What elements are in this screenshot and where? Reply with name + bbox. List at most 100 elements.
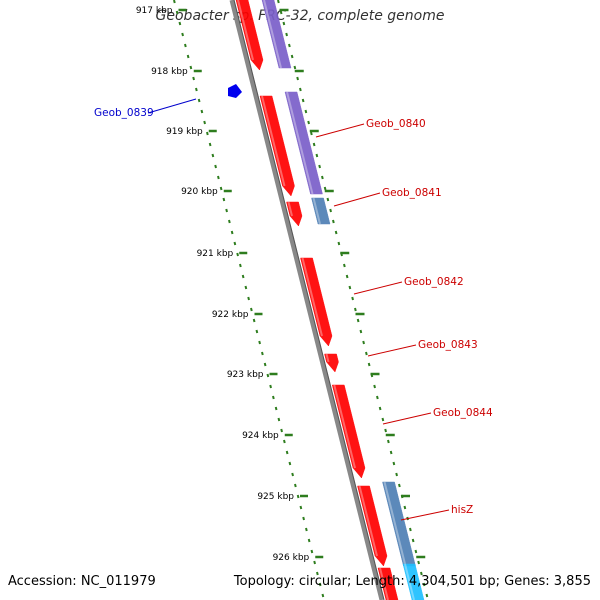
cds-feature bbox=[357, 485, 388, 567]
inner-tick-rail bbox=[181, 32, 184, 37]
inner-tick-rail bbox=[266, 373, 270, 378]
inner-tick-rail bbox=[244, 285, 248, 290]
cds-feature bbox=[331, 384, 366, 479]
outer-tick-rail bbox=[411, 538, 415, 543]
outer-tick-rail bbox=[362, 340, 365, 345]
outer-tick-rail bbox=[414, 549, 418, 554]
inner-tick-rail bbox=[225, 208, 228, 213]
cds-feature bbox=[311, 197, 331, 225]
inner-tick-rail bbox=[236, 252, 239, 257]
inner-tick-rail bbox=[222, 197, 226, 202]
inner-tick-rail bbox=[285, 450, 289, 455]
inner-tick-rail bbox=[307, 538, 311, 543]
inner-tick-rail bbox=[219, 186, 223, 191]
gene-label: Geob_0841 bbox=[382, 187, 442, 199]
inner-tick-rail bbox=[233, 241, 237, 246]
cds-highlight bbox=[383, 481, 407, 567]
inner-tick-rail bbox=[321, 593, 325, 598]
inner-tick-rail bbox=[228, 219, 231, 224]
feature-layer bbox=[228, 0, 425, 600]
cds-highlight bbox=[286, 91, 314, 195]
outer-tick-rail bbox=[389, 450, 393, 455]
outer-tick-rail bbox=[425, 593, 429, 598]
inner-tick-rail bbox=[192, 76, 195, 81]
outer-tick-rail bbox=[290, 54, 294, 59]
outer-tick-rail bbox=[420, 571, 423, 576]
outer-tick-rail bbox=[409, 527, 412, 532]
cds-highlight bbox=[301, 257, 323, 337]
inner-tick-rail bbox=[299, 505, 303, 510]
outer-tick-rail bbox=[285, 32, 288, 37]
inner-tick-rail bbox=[274, 406, 278, 411]
cds-feature bbox=[324, 353, 339, 373]
inner-tick-rail bbox=[239, 263, 242, 268]
backbone-line bbox=[229, 0, 385, 600]
inner-tick-rail bbox=[173, 0, 176, 4]
outer-tick-rail bbox=[365, 351, 368, 356]
inner-tick-rail bbox=[316, 571, 319, 576]
genome-summary-text: Topology: circular; Length: 4,304,501 bp… bbox=[233, 574, 591, 589]
tick-label: 921 kbp bbox=[197, 249, 234, 259]
outer-tick-rail bbox=[398, 483, 401, 488]
tick-label: 919 kbp bbox=[166, 127, 203, 137]
outer-tick-rail bbox=[304, 109, 308, 114]
inner-tick-rail bbox=[272, 395, 275, 400]
inner-tick-rail bbox=[255, 329, 259, 334]
inner-tick-rail bbox=[197, 98, 201, 103]
cds-feature bbox=[300, 257, 333, 347]
inner-tick-rail bbox=[261, 351, 264, 356]
inner-tick-rail bbox=[318, 582, 322, 587]
inner-tick-rail bbox=[280, 428, 283, 433]
inner-tick-rail bbox=[305, 527, 308, 532]
label-layer: Geob_0839 Geob_0840 Geob_0841 Geob_0842 Geob… bbox=[94, 98, 493, 521]
outer-tick-rail bbox=[387, 439, 390, 444]
inner-tick-rail bbox=[195, 87, 198, 92]
accession-text: Accession: NC_011979 bbox=[8, 574, 156, 589]
inner-tick-rail bbox=[296, 494, 300, 499]
tick-label: 925 kbp bbox=[257, 492, 294, 502]
cds-highlight bbox=[379, 567, 389, 600]
cds-highlight bbox=[287, 201, 293, 217]
cds-highlight bbox=[237, 0, 254, 61]
cds-feature bbox=[261, 0, 292, 69]
tick-layer: 917 kbp 918 kbp 919 kbp 920 kbp 921 kbp 922 k… bbox=[136, 0, 429, 598]
outer-tick-rail bbox=[367, 362, 371, 367]
gene-label: Geob_0839 bbox=[94, 107, 154, 119]
outer-tick-rail bbox=[315, 153, 319, 158]
outer-tick-rail bbox=[296, 76, 299, 81]
outer-tick-rail bbox=[376, 395, 379, 400]
inner-tick-rail bbox=[313, 560, 316, 565]
gene-label: hisZ bbox=[451, 504, 473, 516]
cds-feature bbox=[286, 201, 303, 227]
inner-tick-rail bbox=[288, 461, 292, 466]
cds-highlight bbox=[358, 485, 378, 557]
outer-tick-rail bbox=[422, 582, 426, 587]
inner-tick-rail bbox=[250, 307, 253, 312]
tick-label: 918 kbp bbox=[151, 67, 188, 77]
inner-tick-rail bbox=[247, 296, 250, 301]
cds-highlight bbox=[312, 197, 321, 225]
outer-tick-rail bbox=[318, 164, 321, 169]
gene-leader-line bbox=[400, 509, 450, 521]
inner-tick-rail bbox=[175, 10, 179, 15]
cds-feature bbox=[284, 91, 323, 195]
gene-leader-line bbox=[147, 98, 197, 114]
outer-tick-rail bbox=[301, 98, 305, 103]
outer-tick-rail bbox=[299, 87, 302, 92]
outer-tick-rail bbox=[381, 417, 385, 422]
outer-tick-rail bbox=[417, 560, 420, 565]
inner-tick-rail bbox=[269, 384, 272, 389]
outer-tick-rail bbox=[326, 197, 330, 202]
outer-tick-rail bbox=[279, 10, 283, 15]
inner-tick-rail bbox=[186, 54, 190, 59]
inner-tick-rail bbox=[208, 142, 212, 147]
inner-tick-rail bbox=[294, 483, 297, 488]
outer-tick-rail bbox=[288, 43, 291, 48]
inner-tick-rail bbox=[200, 109, 204, 114]
outer-tick-rail bbox=[403, 505, 407, 510]
outer-tick-rail bbox=[378, 406, 382, 411]
inner-tick-rail bbox=[258, 340, 261, 345]
gene-label: Geob_0842 bbox=[404, 276, 464, 288]
outer-tick-rail bbox=[373, 384, 376, 389]
